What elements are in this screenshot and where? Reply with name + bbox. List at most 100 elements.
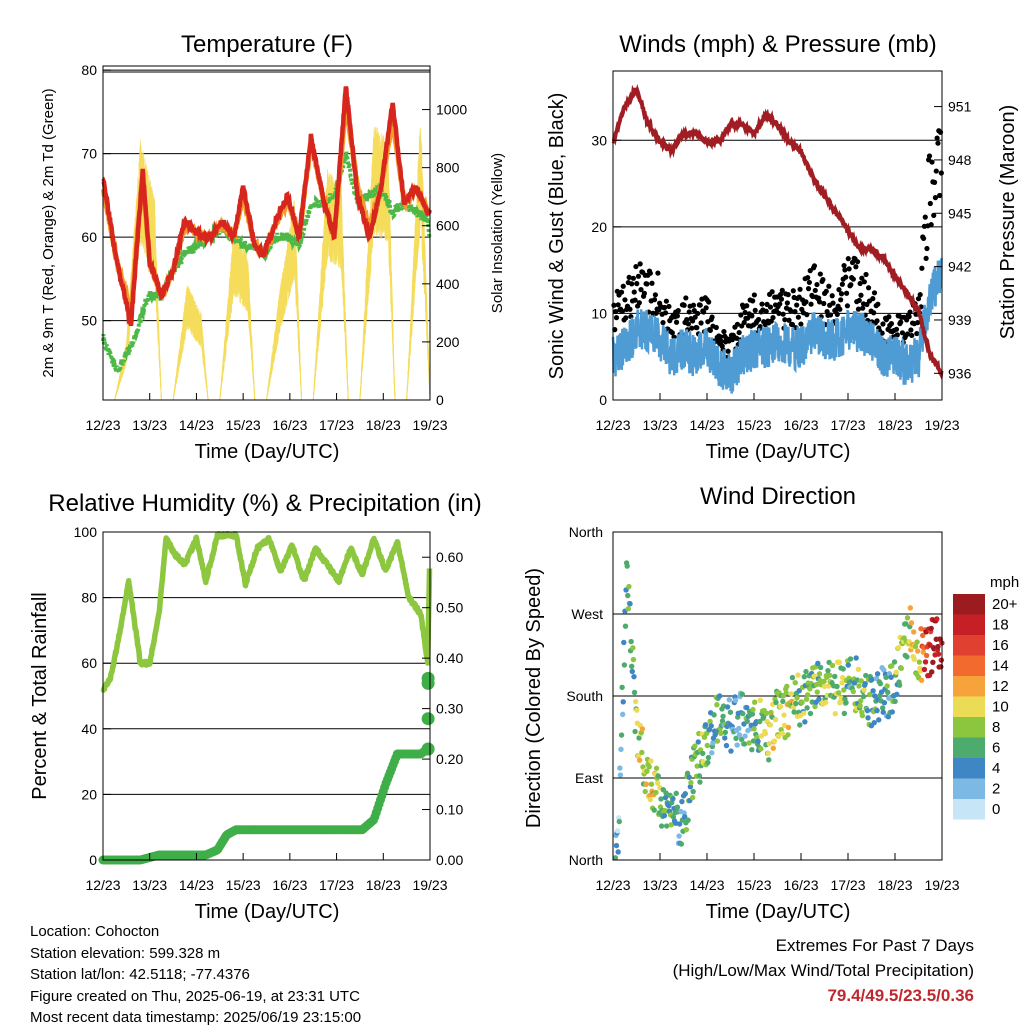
rh-xtick-label-4: 16/23 [272, 877, 307, 893]
legend-label-0: 20+ [992, 596, 1018, 613]
gust-point [856, 297, 862, 304]
wind-xtick-label-0: 12/23 [595, 417, 630, 433]
gust-point [633, 263, 639, 270]
wind-xtick-label-3: 15/23 [736, 417, 771, 433]
gust-point [689, 325, 695, 331]
gust-point [622, 297, 628, 303]
dir-ytick-label-2: South [566, 688, 603, 704]
direction-point [780, 698, 786, 705]
temp-xtick-label-3: 15/23 [226, 417, 261, 433]
direction-point [646, 764, 652, 770]
direction-point [857, 698, 864, 704]
direction-point [732, 697, 739, 704]
legend-swatch-3 [953, 655, 985, 676]
direction-point [720, 713, 726, 719]
gust-point [909, 332, 915, 339]
station-info: Location: Cohocton Station elevation: 59… [30, 921, 361, 1029]
direction-point [845, 662, 851, 668]
direction-point [835, 690, 842, 696]
gust-point [858, 292, 864, 298]
direction-point [612, 855, 619, 861]
gust-point [738, 312, 744, 318]
direction-point [718, 730, 724, 737]
gust-point [674, 313, 680, 319]
direction-point [839, 680, 845, 686]
legend-label-8: 4 [992, 760, 1000, 777]
direction-ticks: North East South West North 12/23 13/23 14/23 15… [566, 524, 959, 893]
gust-point [620, 283, 626, 289]
speed-legend: mph 20+ 18 16 14 12 10 8 6 4 2 0 [953, 574, 1019, 820]
legend-label-5: 10 [992, 699, 1009, 716]
gust-point [790, 288, 796, 294]
gust-point [673, 319, 680, 325]
gust-point [870, 296, 876, 302]
legend-title: mph [990, 574, 1019, 591]
temp-y2tick-label-5: 1000 [436, 102, 467, 118]
direction-point [872, 693, 878, 699]
rh-ytick-label-1: 20 [81, 786, 97, 802]
gust-point [934, 135, 940, 141]
direction-point [768, 709, 774, 716]
direction-point [856, 683, 862, 689]
temp-xtick-label-0: 12/23 [85, 417, 120, 433]
rh-y2tick-label-4: 0.40 [436, 650, 463, 666]
direction-point [935, 651, 942, 657]
direction-point [839, 674, 846, 681]
direction-point [751, 699, 758, 705]
direction-point [881, 700, 888, 706]
direction-point [888, 674, 894, 680]
wind-xtick-label-4: 16/23 [783, 417, 818, 433]
gust-point [860, 305, 866, 311]
direction-title: Wind Direction [700, 483, 856, 510]
direction-point [683, 826, 690, 833]
direction-point [803, 668, 809, 675]
gust-point [613, 315, 620, 321]
direction-point [696, 773, 703, 779]
gust-point [694, 325, 700, 331]
direction-point [740, 710, 746, 717]
direction-point [802, 719, 808, 725]
direction-point [653, 789, 659, 796]
gust-point [706, 299, 712, 305]
gust-point [915, 296, 922, 302]
rh-xtick-label-0: 12/23 [85, 877, 120, 893]
gust-point [931, 179, 938, 185]
direction-point [874, 671, 881, 677]
direction-point [632, 728, 638, 735]
direction-point [670, 814, 677, 820]
direction-point [631, 674, 637, 680]
direction-point [617, 765, 623, 771]
direction-point [881, 667, 887, 673]
gust-point [734, 321, 741, 327]
gust-point [933, 168, 939, 174]
direction-point [889, 709, 895, 715]
direction-point [714, 702, 720, 708]
direction-point [794, 695, 800, 701]
gust-point [652, 292, 658, 298]
gust-point [660, 320, 666, 326]
direction-point [746, 740, 752, 746]
direction-point [682, 791, 688, 797]
direction-point [804, 705, 810, 711]
direction-point [788, 691, 795, 697]
gust-point [627, 306, 633, 312]
direction-point [865, 715, 871, 721]
extremes-values: 79.4/49.5/23.5/0.36 [827, 986, 974, 1005]
gust-point [778, 291, 784, 298]
direction-point [876, 717, 882, 723]
gust-point [752, 307, 758, 313]
rh-y2tick-label-3: 0.30 [436, 701, 463, 717]
dir-xtick-label-7: 19/23 [924, 877, 959, 893]
dir-ytick-label-1: East [575, 770, 603, 786]
direction-point [863, 672, 869, 679]
direction-point [803, 696, 810, 702]
direction-point [767, 722, 774, 728]
gust-point [906, 313, 912, 320]
direction-point [892, 698, 898, 705]
direction-point [621, 662, 628, 668]
gust-point [922, 214, 928, 220]
gust-point [759, 301, 765, 307]
direction-point [880, 709, 886, 715]
wind-xtick-label-6: 18/23 [877, 417, 912, 433]
gust-point [662, 304, 668, 311]
